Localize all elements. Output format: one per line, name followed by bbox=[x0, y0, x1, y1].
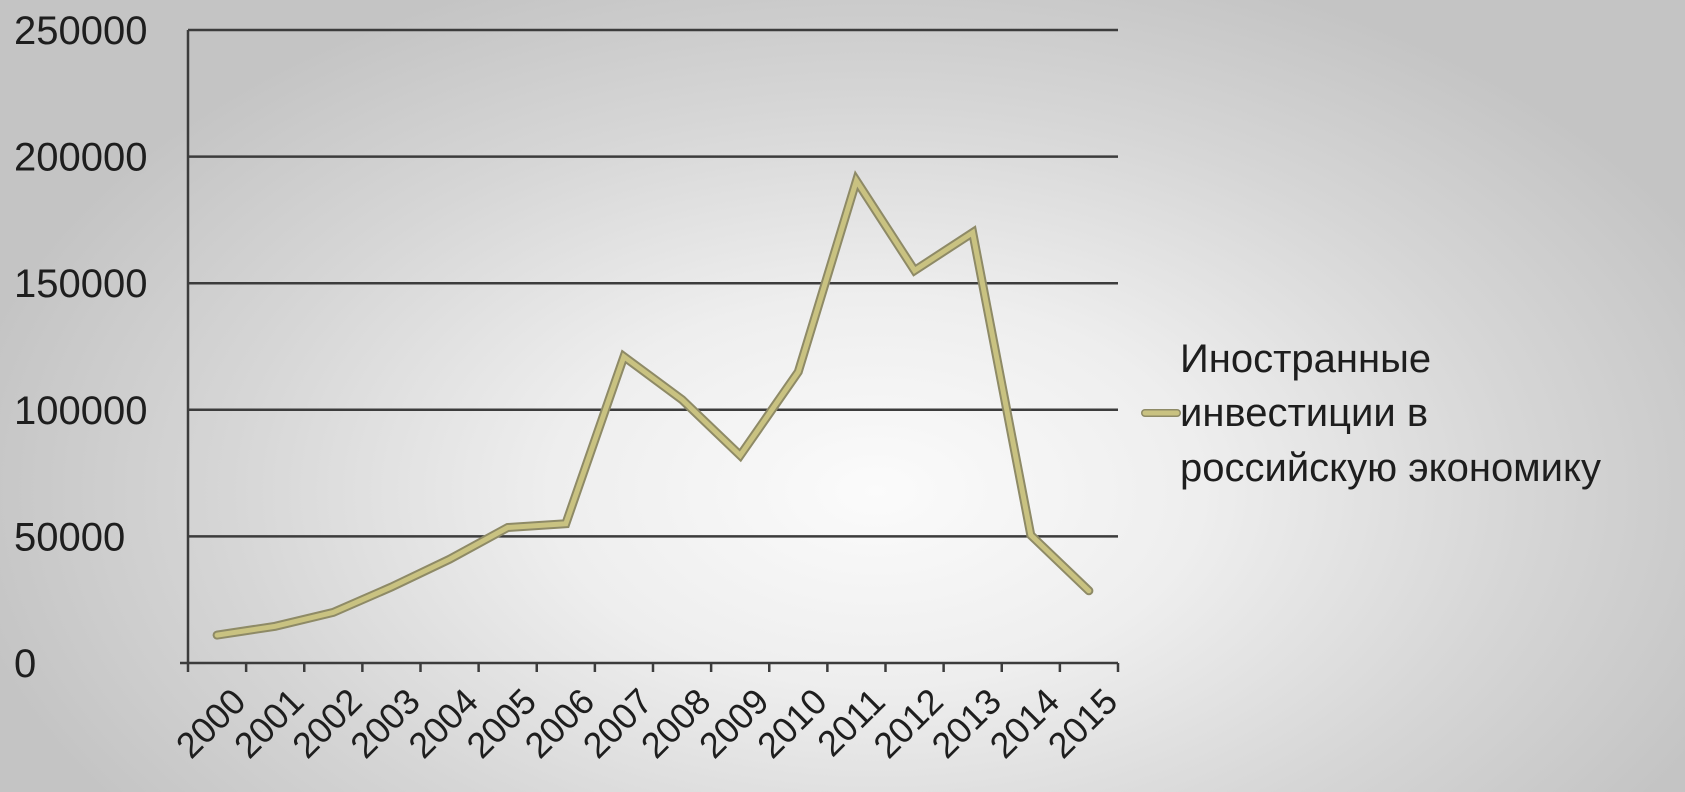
x-tick-marks bbox=[186, 663, 1120, 672]
data-point bbox=[215, 633, 220, 638]
data-point bbox=[970, 230, 975, 235]
data-point bbox=[447, 557, 452, 562]
legend-label-line-1: Иностранные bbox=[1180, 337, 1431, 381]
data-point bbox=[1086, 588, 1091, 593]
x-tick-labels: 2000200120022003200420052006200720082009… bbox=[168, 680, 1126, 766]
series-line-outline bbox=[212, 170, 1094, 640]
series-line-stroke bbox=[214, 174, 1092, 638]
legend-label-line-3: российскую экономику bbox=[1180, 446, 1601, 490]
data-point bbox=[1028, 533, 1033, 538]
axes bbox=[180, 30, 1118, 665]
legend: Иностранные инвестиции в российскую экон… bbox=[1141, 337, 1601, 490]
x-tick-label: 2015 bbox=[1040, 680, 1126, 766]
y-tick-label: 150000 bbox=[14, 262, 147, 306]
data-point bbox=[331, 610, 336, 615]
data-point bbox=[563, 521, 568, 526]
data-point bbox=[505, 525, 510, 530]
data-point bbox=[738, 453, 743, 458]
data-point bbox=[389, 585, 394, 590]
legend-label-line-2: инвестиции в bbox=[1180, 391, 1428, 435]
data-point bbox=[912, 268, 917, 273]
series-line bbox=[212, 170, 1094, 640]
data-point bbox=[796, 369, 801, 374]
y-tick-label: 100000 bbox=[14, 389, 147, 433]
y-tick-label: 50000 bbox=[14, 515, 125, 559]
data-point bbox=[621, 354, 626, 359]
data-point bbox=[680, 397, 685, 402]
data-point bbox=[854, 178, 859, 183]
y-tick-label: 200000 bbox=[14, 136, 147, 180]
y-tick-label: 0 bbox=[14, 642, 36, 686]
gridlines bbox=[188, 28, 1118, 538]
y-tick-labels: 0 50000 100000 150000 200000 250000 bbox=[14, 9, 147, 686]
data-point bbox=[273, 624, 278, 629]
y-tick-label: 250000 bbox=[14, 9, 147, 53]
